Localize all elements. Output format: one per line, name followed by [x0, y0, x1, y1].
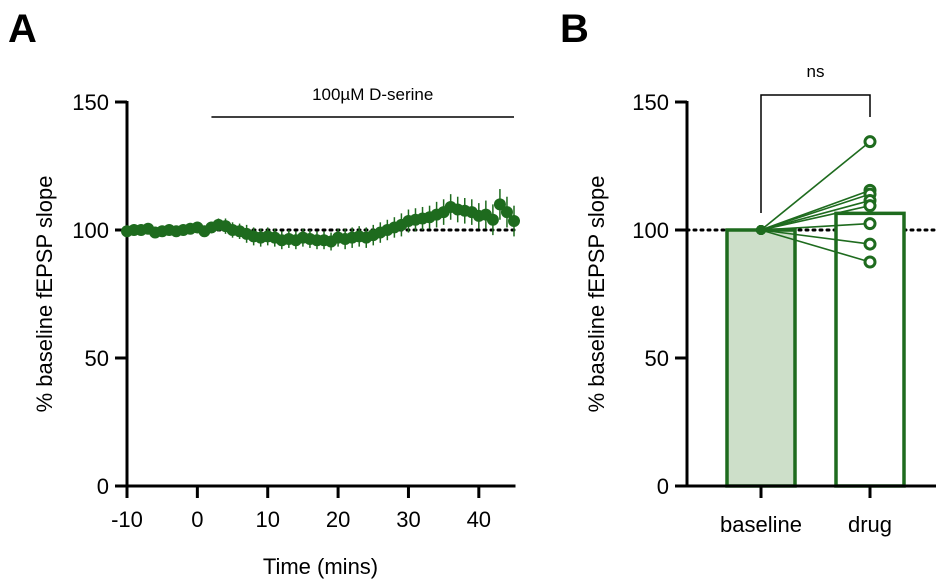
drug-application-label: 100µM D-serine — [312, 85, 433, 104]
drug-point — [863, 237, 877, 251]
paired-line — [760, 229, 871, 245]
data-point — [486, 213, 499, 226]
y-tick-label-b: 100 — [632, 218, 669, 243]
panel-letter-a: A — [8, 7, 37, 51]
y-tick-label-a: 100 — [72, 218, 109, 243]
panel-letter-b: B — [560, 7, 589, 51]
y-tick-label-b: 150 — [632, 90, 669, 115]
significance-bracket — [760, 94, 871, 213]
x-tick-label-a: -10 — [111, 507, 143, 532]
baseline-point — [756, 225, 766, 235]
y-tick-label-a: 0 — [97, 474, 109, 499]
paired-line — [760, 193, 871, 231]
bar-baseline — [725, 228, 797, 488]
paired-line — [760, 199, 871, 231]
drug-point — [863, 255, 877, 269]
paired-line — [760, 229, 871, 263]
significance-label: ns — [807, 62, 825, 81]
y-tick-label-b: 50 — [645, 346, 669, 371]
data-point — [493, 198, 506, 211]
data-point — [508, 215, 520, 228]
x-tick-label-a: 40 — [467, 507, 491, 532]
data-point — [500, 206, 513, 219]
drug-point — [863, 135, 877, 149]
drug-point — [863, 217, 877, 231]
paired-line — [760, 204, 871, 231]
x-tick-label-a: 10 — [255, 507, 279, 532]
category-label-drug: drug — [848, 512, 892, 537]
paired-line — [760, 141, 871, 231]
y-axis-title-b: % baseline fEPSP slope — [584, 176, 609, 413]
x-tick-label-a: 0 — [191, 507, 203, 532]
x-tick-label-a: 30 — [396, 507, 420, 532]
y-axis-title-a: % baseline fEPSP slope — [32, 176, 57, 413]
x-tick-label-a: 20 — [326, 507, 350, 532]
drug-point — [863, 199, 877, 213]
y-tick-label-a: 150 — [72, 90, 109, 115]
y-tick-label-b: 0 — [657, 474, 669, 499]
chart-b: 0 50 100 150 baseline drug % baseline fEPSP sl… — [584, 62, 936, 537]
y-tick-label-a: 50 — [85, 346, 109, 371]
category-label-baseline: baseline — [720, 512, 802, 537]
x-axis-title-a: Time (mins) — [263, 554, 378, 579]
paired-line — [760, 222, 871, 231]
